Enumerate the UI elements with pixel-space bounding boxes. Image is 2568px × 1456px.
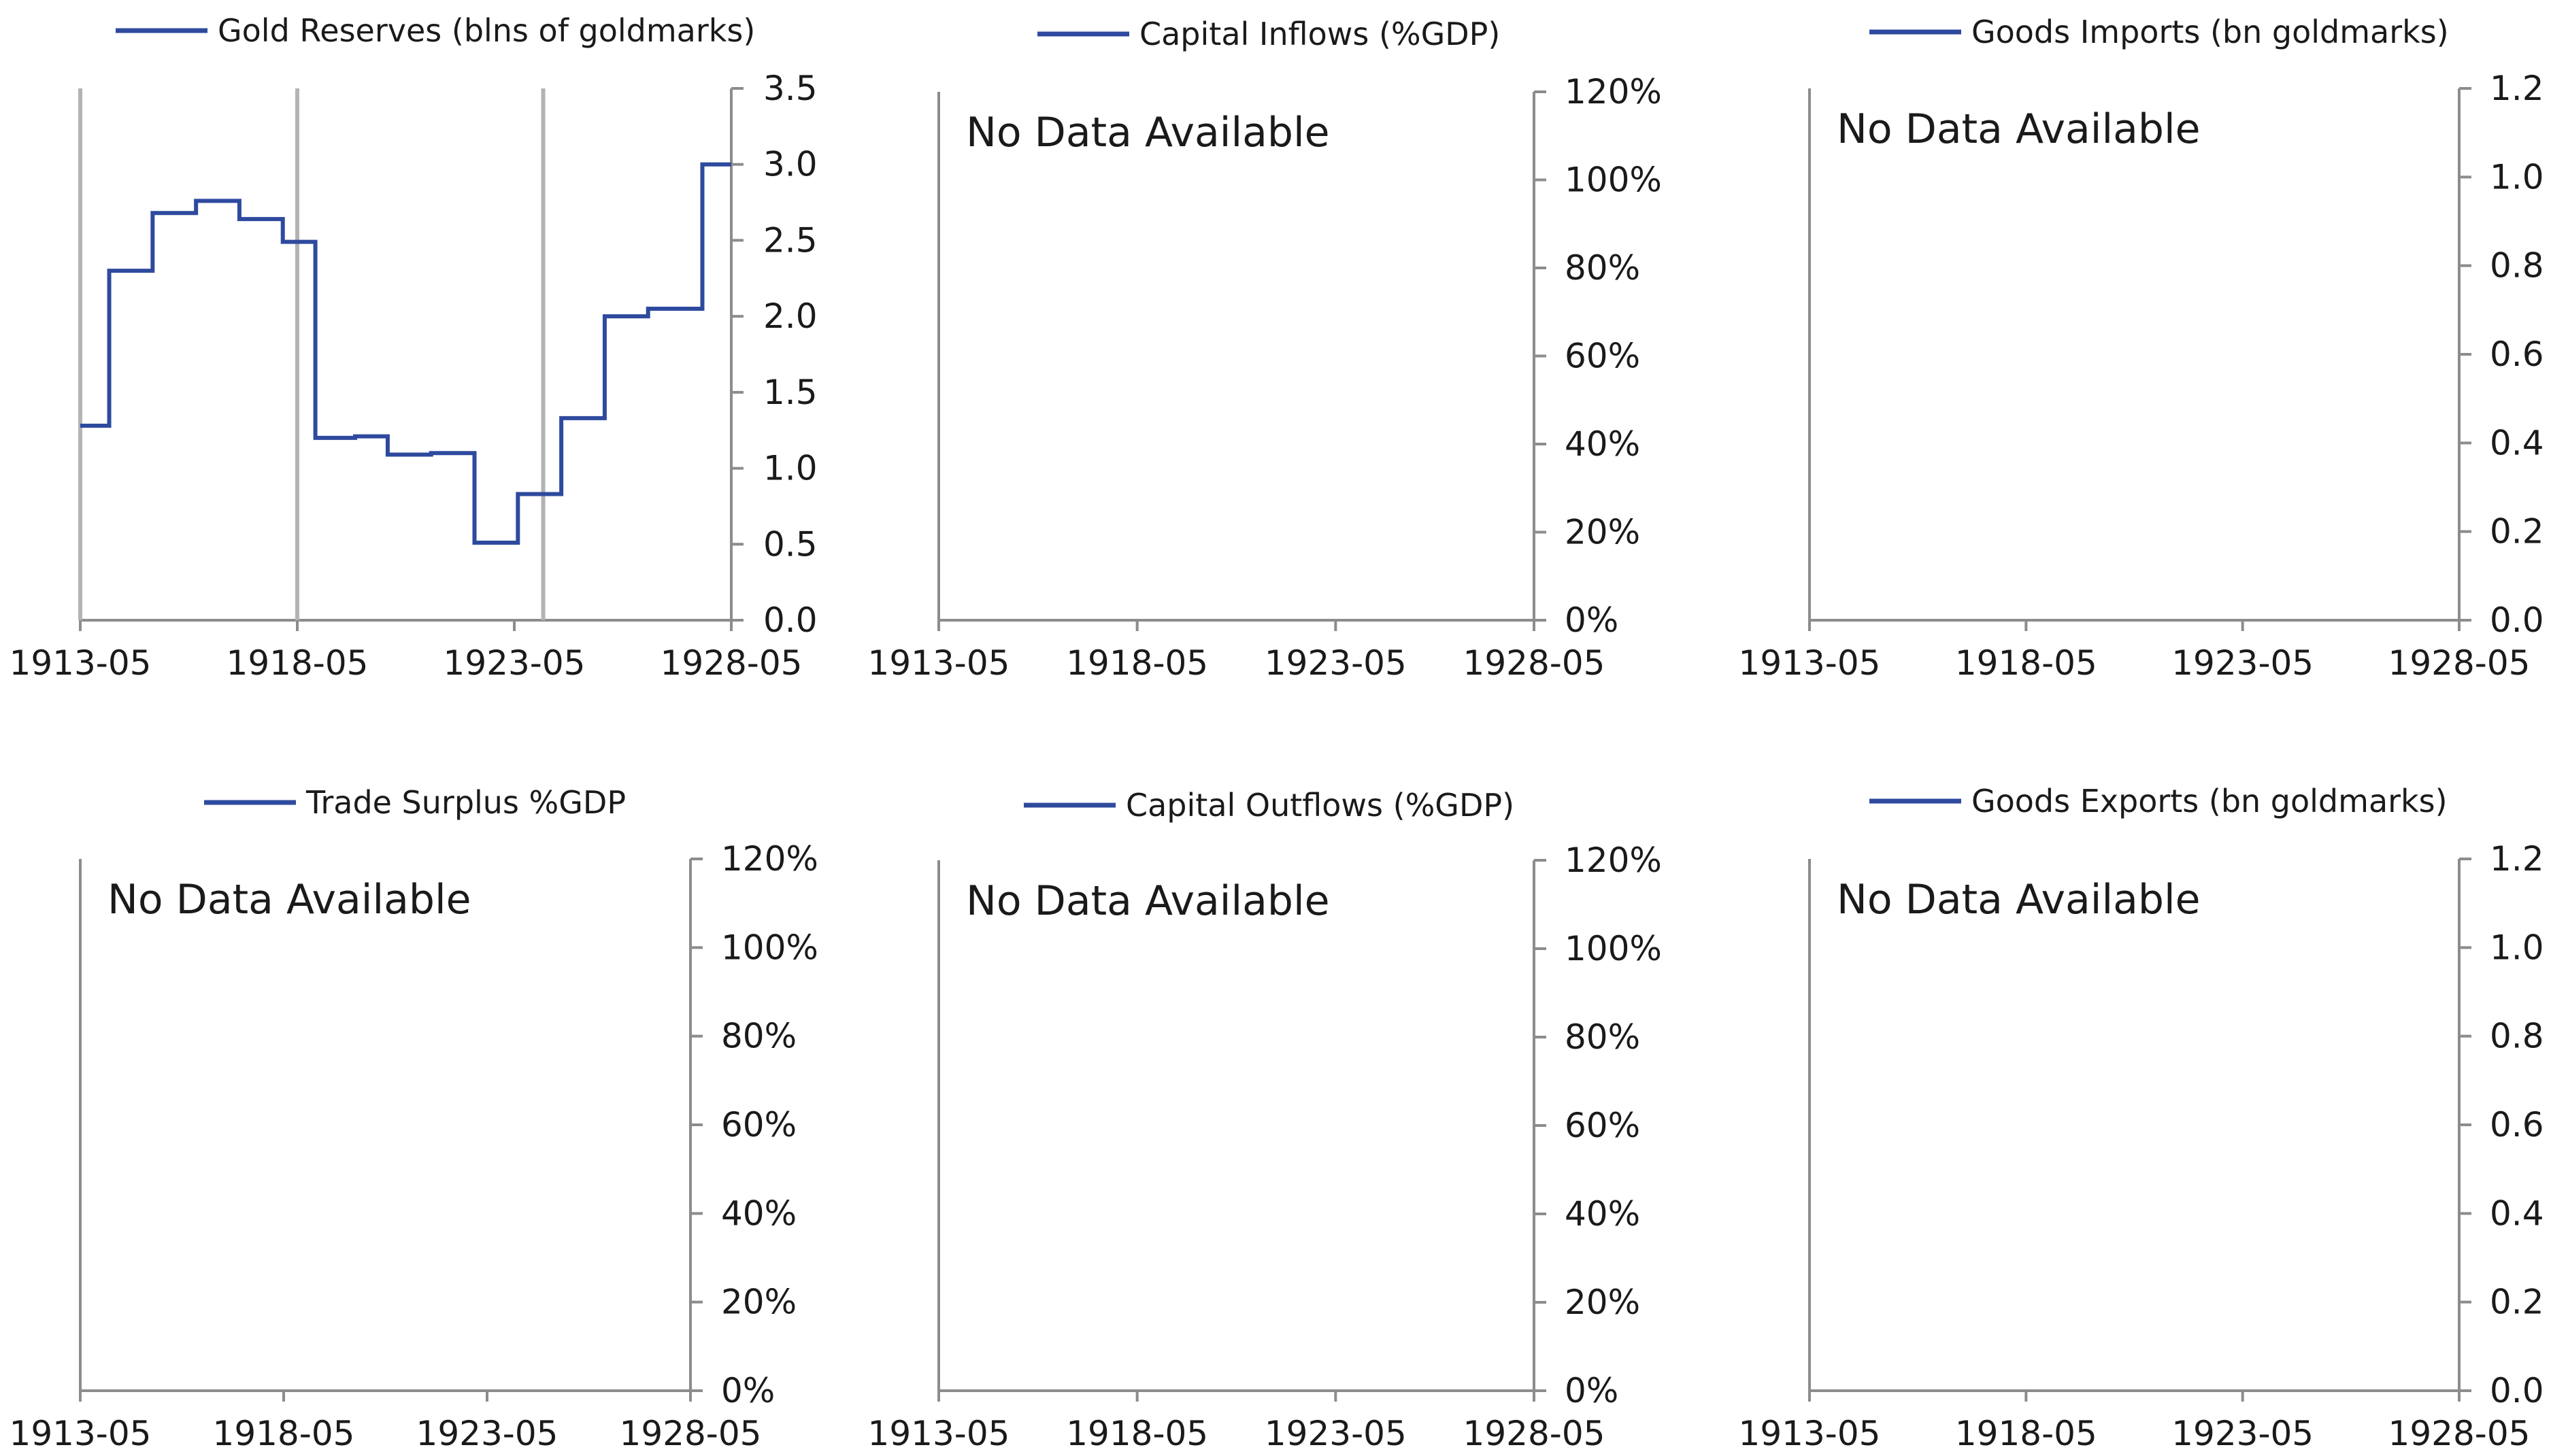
legend-label: Goods Imports (bn goldmarks)	[1971, 14, 2449, 50]
y-tick-label: 0.0	[2490, 1371, 2544, 1410]
x-tick-label: 1918-05	[1066, 1414, 1208, 1453]
x-tick-label: 1918-05	[213, 1414, 355, 1453]
y-tick-label: 1.5	[763, 373, 818, 412]
chart-panel-3: 0.0 0.2 0.4 0.6 0.8 1.0 1.2 1913-05 1918-05 1923-…	[1739, 14, 2544, 683]
x-tick-label: 1923-05	[2171, 1414, 2314, 1453]
y-tick-label: 120%	[1565, 841, 1662, 880]
y-tick-label: 60%	[1565, 337, 1640, 376]
x-tick-label: 1913-05	[868, 1414, 1010, 1453]
y-tick-label: 100%	[1565, 160, 1662, 200]
x-tick-label: 1913-05	[10, 643, 152, 683]
x-tick-label: 1928-05	[620, 1414, 762, 1453]
legend-label: Gold Reserves (blns of goldmarks)	[218, 12, 755, 49]
y-tick-label: 40%	[1565, 1194, 1640, 1234]
y-tick-label: 3.5	[763, 69, 818, 108]
y-tick-label: 0.0	[763, 600, 818, 640]
y-tick-label: 0.4	[2490, 1193, 2544, 1233]
legend-label: Capital Outflows (%GDP)	[1126, 787, 1514, 824]
x-tick-label: 1918-05	[1955, 1414, 2097, 1453]
y-tick-label: 40%	[721, 1193, 797, 1233]
y-tick-label: 20%	[1565, 513, 1640, 552]
legend-label: Trade Surplus %GDP	[305, 784, 626, 821]
y-tick-label: 0.4	[2490, 423, 2544, 462]
y-tick-label: 40%	[1565, 424, 1640, 464]
y-tick-label: 120%	[1565, 72, 1662, 112]
no-data-message: No Data Available	[1837, 105, 2201, 153]
y-tick-label: 80%	[721, 1017, 797, 1056]
x-tick-label: 1913-05	[868, 643, 1010, 683]
y-tick-label: 1.2	[2490, 69, 2544, 108]
y-tick-label: 20%	[721, 1283, 797, 1322]
x-tick-label: 1923-05	[416, 1414, 558, 1453]
y-tick-label: 0.2	[2490, 512, 2544, 552]
no-data-message: No Data Available	[966, 877, 1330, 925]
x-tick-label: 1913-05	[1739, 643, 1881, 683]
y-tick-label: 0.8	[2490, 1017, 2544, 1056]
y-tick-label: 1.0	[2490, 157, 2544, 197]
y-tick-label: 0.6	[2490, 335, 2544, 374]
y-tick-label: 100%	[721, 928, 818, 967]
legend-label: Capital Inflows (%GDP)	[1139, 16, 1500, 52]
y-tick-label: 2.0	[763, 297, 818, 336]
chart-panel-4: 0% 20% 40% 60% 80% 100% 120% 1913-05 1918-05 1923…	[10, 784, 818, 1453]
x-tick-label: 1928-05	[2388, 643, 2531, 683]
y-tick-label: 0%	[1565, 1371, 1618, 1410]
x-tick-label: 1928-05	[2388, 1414, 2531, 1453]
x-tick-label: 1923-05	[444, 643, 586, 683]
y-tick-label: 60%	[721, 1105, 797, 1145]
y-tick-label: 3.0	[763, 145, 818, 184]
x-tick-label: 1923-05	[1265, 1414, 1407, 1453]
y-tick-label: 60%	[1565, 1106, 1640, 1145]
no-data-message: No Data Available	[107, 876, 471, 924]
no-data-message: No Data Available	[966, 109, 1330, 156]
no-data-message: No Data Available	[1837, 876, 2201, 924]
y-tick-label: 2.5	[763, 220, 818, 260]
chart-panel-5: 0% 20% 40% 60% 80% 100% 120% 1913-05 1918-05 1923…	[868, 787, 1662, 1453]
y-tick-label: 80%	[1565, 248, 1640, 288]
y-tick-label: 1.0	[763, 449, 818, 488]
x-tick-label: 1928-05	[661, 643, 803, 683]
x-tick-label: 1928-05	[1463, 643, 1605, 683]
x-tick-label: 1923-05	[2171, 643, 2314, 683]
x-tick-label: 1928-05	[1463, 1414, 1605, 1453]
y-tick-label: 0.5	[763, 524, 818, 564]
y-tick-label: 80%	[1565, 1017, 1640, 1057]
y-tick-label: 0.0	[2490, 600, 2544, 640]
y-tick-label: 1.0	[2490, 928, 2544, 967]
x-tick-label: 1923-05	[1265, 643, 1407, 683]
y-tick-label: 0%	[721, 1371, 775, 1410]
y-tick-label: 0%	[1565, 600, 1618, 640]
y-tick-label: 100%	[1565, 929, 1662, 968]
chart-panel-6: 0.0 0.2 0.4 0.6 0.8 1.0 1.2 1913-05 1918-05 1923-…	[1739, 783, 2544, 1453]
y-tick-label: 0.8	[2490, 246, 2544, 286]
y-tick-label: 1.2	[2490, 839, 2544, 879]
y-tick-label: 20%	[1565, 1283, 1640, 1322]
x-tick-label: 1918-05	[1066, 643, 1208, 683]
series-line	[80, 162, 731, 545]
x-tick-label: 1918-05	[227, 643, 369, 683]
x-tick-label: 1918-05	[1955, 643, 2097, 683]
y-tick-label: 0.2	[2490, 1283, 2544, 1322]
chart-panel-2: 0% 20% 40% 60% 80% 100% 120% 1913-05 1918-05 1923…	[868, 16, 1662, 683]
legend-label: Goods Exports (bn goldmarks)	[1971, 783, 2448, 819]
x-tick-label: 1913-05	[10, 1414, 152, 1453]
chart-panel-1: 0.0 0.5 1.0 1.5 2.0 2.5 3.0 3.5 1913-05 1918-05 19…	[10, 12, 818, 683]
x-tick-label: 1913-05	[1739, 1414, 1881, 1453]
y-tick-label: 0.6	[2490, 1105, 2544, 1145]
y-tick-label: 120%	[721, 839, 818, 879]
